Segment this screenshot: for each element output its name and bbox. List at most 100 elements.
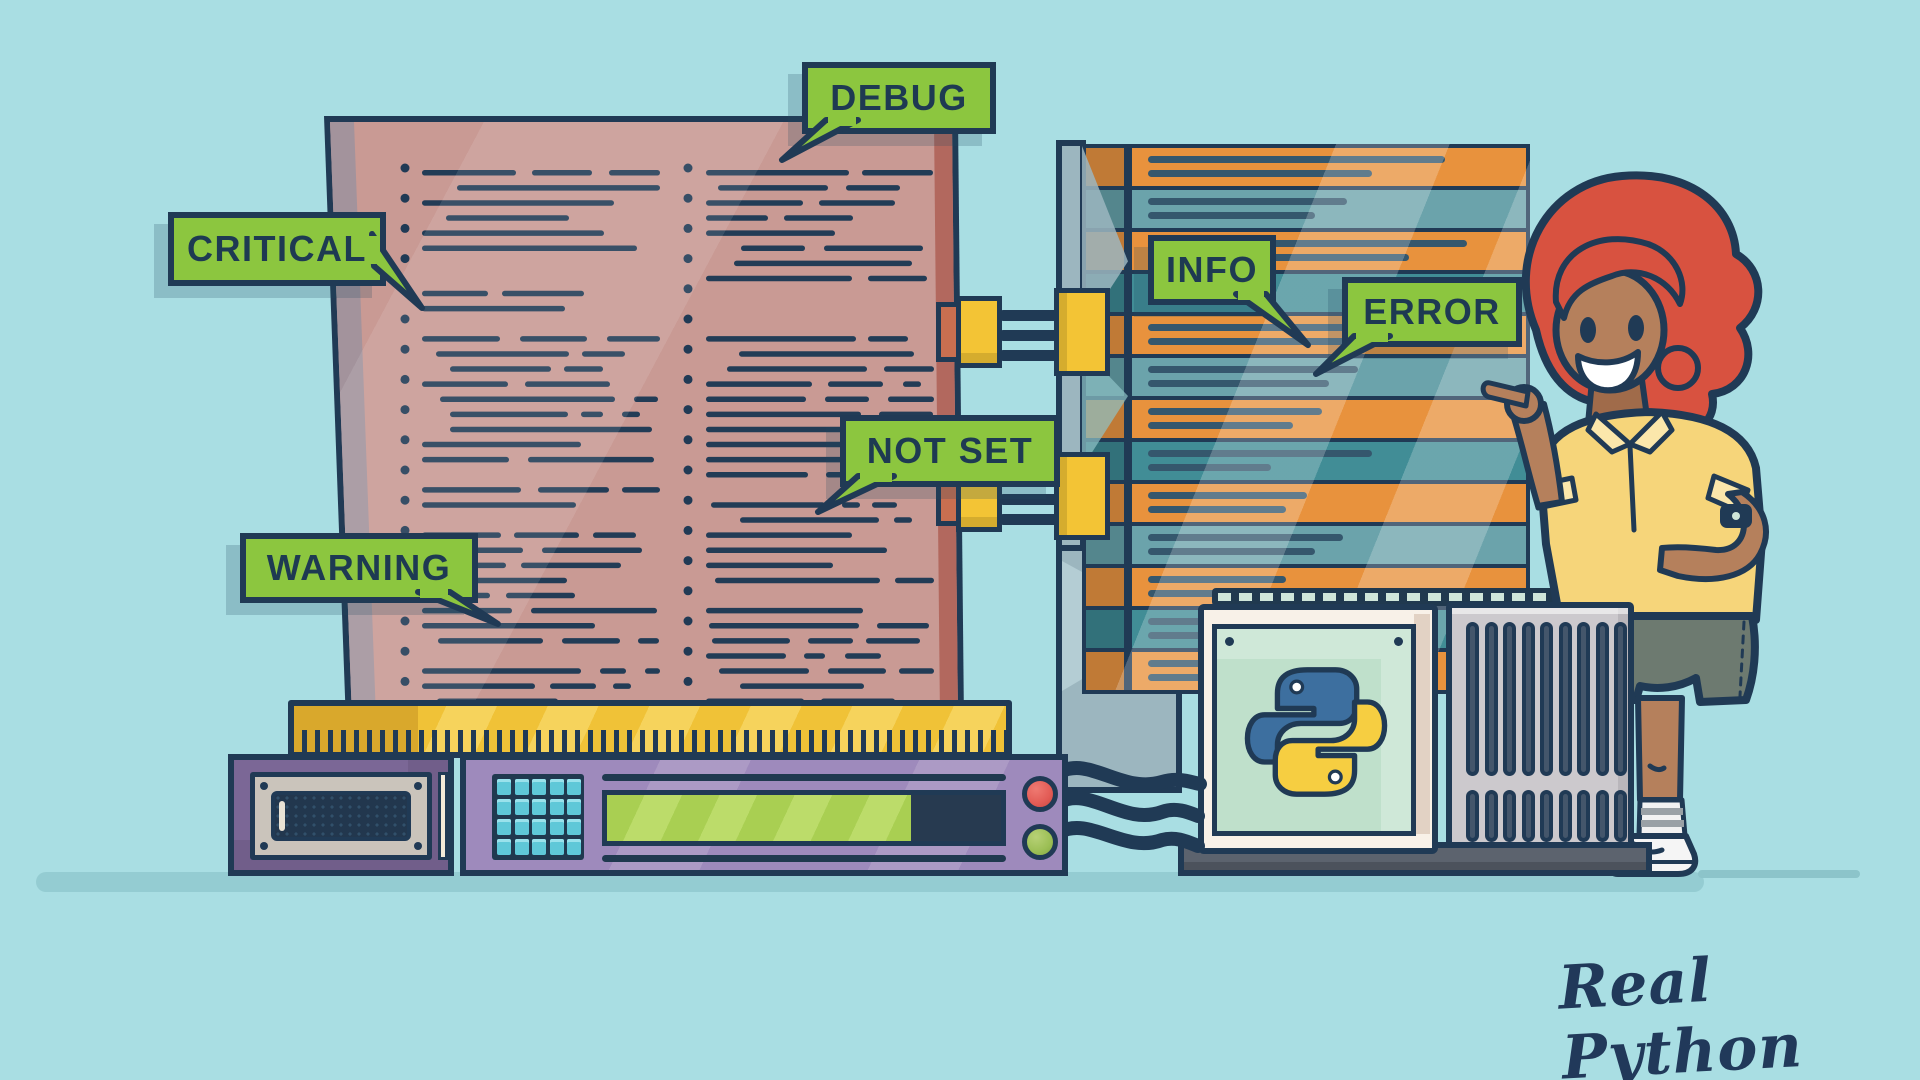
person-eye-left <box>1580 317 1596 343</box>
log-text-dash <box>706 275 852 282</box>
person-sock-stripe1 <box>1641 808 1683 815</box>
log-text-dash <box>525 381 610 387</box>
sprocket-hole <box>400 254 410 264</box>
log-text-dash <box>506 592 575 599</box>
keypad-key <box>514 799 529 815</box>
log-text-dash <box>422 502 576 508</box>
keypad-key <box>497 819 511 835</box>
log-text-dash <box>645 668 660 674</box>
brand-logo: Real Python <box>1557 936 1894 1080</box>
connector-big-plug <box>1054 288 1110 376</box>
bubble-error-label: ERROR <box>1363 291 1501 332</box>
log-text-dash <box>706 472 808 478</box>
log-text-dash <box>842 502 860 508</box>
log-text-dash <box>422 305 565 312</box>
log-text-dash <box>550 683 596 689</box>
log-text-dash <box>727 366 867 372</box>
log-text-dash <box>846 185 900 191</box>
log-text-dash <box>582 351 625 357</box>
feeder-teeth <box>294 730 1006 752</box>
person <box>1480 171 1769 877</box>
log-text-dash <box>706 230 835 236</box>
rack-vent-slot <box>1466 790 1479 842</box>
board-end <box>1082 606 1128 652</box>
person-pointing-finger <box>1480 380 1531 409</box>
log-text-dash <box>824 245 923 251</box>
connector-cable <box>998 494 1060 505</box>
python-logo-yellow-eye <box>1327 769 1343 785</box>
keypad-key <box>497 779 511 795</box>
bubble-not-set: NOT SET <box>840 415 1060 487</box>
log-text-dash <box>706 215 768 221</box>
log-text-dash <box>422 290 488 297</box>
log-text-dash <box>784 215 853 221</box>
log-text-dash <box>422 200 614 206</box>
keypad-key <box>497 799 511 815</box>
connector-big-plug <box>1054 452 1110 540</box>
log-text-dash <box>715 577 880 584</box>
person-hair-curl <box>1655 345 1701 391</box>
board-text-line <box>1148 254 1409 261</box>
sprocket-hole <box>683 616 693 626</box>
rack-vent-slot <box>1503 790 1516 842</box>
person-watch-face <box>1732 512 1740 520</box>
sprocket-hole <box>400 676 410 686</box>
keypad-key <box>549 819 564 835</box>
log-text-dash <box>422 487 521 493</box>
person-knee-line <box>1647 763 1667 773</box>
keypad-key <box>549 799 564 815</box>
cable-3 <box>1053 821 1205 853</box>
sprocket-hole <box>400 465 410 475</box>
log-text-dash <box>634 396 658 402</box>
log-text-dash <box>520 336 587 342</box>
rack-vent-slot <box>1503 622 1516 776</box>
board-text-line <box>1148 198 1347 205</box>
log-text-dash <box>422 683 535 689</box>
vent-dash-strip <box>1212 588 1616 606</box>
log-text-dash <box>638 638 659 644</box>
log-text-dash <box>899 668 934 674</box>
log-text-dash <box>438 638 543 644</box>
rack-vent-slot <box>1540 622 1553 776</box>
board-text-line <box>1148 506 1286 513</box>
python-logo-blue-eye <box>1289 679 1305 695</box>
keypad-key <box>514 819 529 835</box>
log-text-dash <box>706 411 861 418</box>
power-button-red <box>1022 776 1058 812</box>
bubble-critical-label: CRITICAL <box>187 228 367 269</box>
plate-screw-br <box>414 842 422 850</box>
sprocket-hole <box>400 616 410 626</box>
grille-highlight <box>279 801 285 831</box>
board-face <box>1128 186 1530 232</box>
rack-vent-slot <box>1577 790 1590 842</box>
python-logo-yellow-snake <box>1272 699 1388 797</box>
board-text-line <box>1148 366 1358 373</box>
log-text-dash <box>888 396 934 402</box>
log-text-dash <box>740 517 879 523</box>
keypad-key <box>497 839 511 855</box>
log-text-dash <box>422 456 509 463</box>
sprocket-hole <box>683 556 693 566</box>
board-text-line <box>1148 422 1293 429</box>
keypad-key <box>567 779 581 795</box>
sprocket-hole <box>400 646 410 656</box>
log-text-dash <box>706 200 803 206</box>
bubble-debug-label: DEBUG <box>830 77 968 118</box>
console-line-top <box>602 774 1006 781</box>
board-end <box>1082 564 1128 610</box>
connector-cable <box>998 310 1060 321</box>
log-text-dash <box>422 607 512 614</box>
log-text-dash <box>819 200 895 206</box>
sprocket-hole <box>400 374 410 384</box>
log-text-dash <box>706 562 833 569</box>
sprocket-hole <box>683 314 693 324</box>
python-unit-frame-shadow <box>1414 614 1430 834</box>
console-speaker-grille <box>271 791 411 841</box>
log-text-dash <box>450 366 551 372</box>
rack-vent-slot <box>1466 622 1479 776</box>
bubble-warning-label: WARNING <box>266 547 452 588</box>
bubble-info-label: INFO <box>1166 249 1258 290</box>
cable-1 <box>1053 761 1207 792</box>
console-plate-stripe <box>438 772 448 860</box>
